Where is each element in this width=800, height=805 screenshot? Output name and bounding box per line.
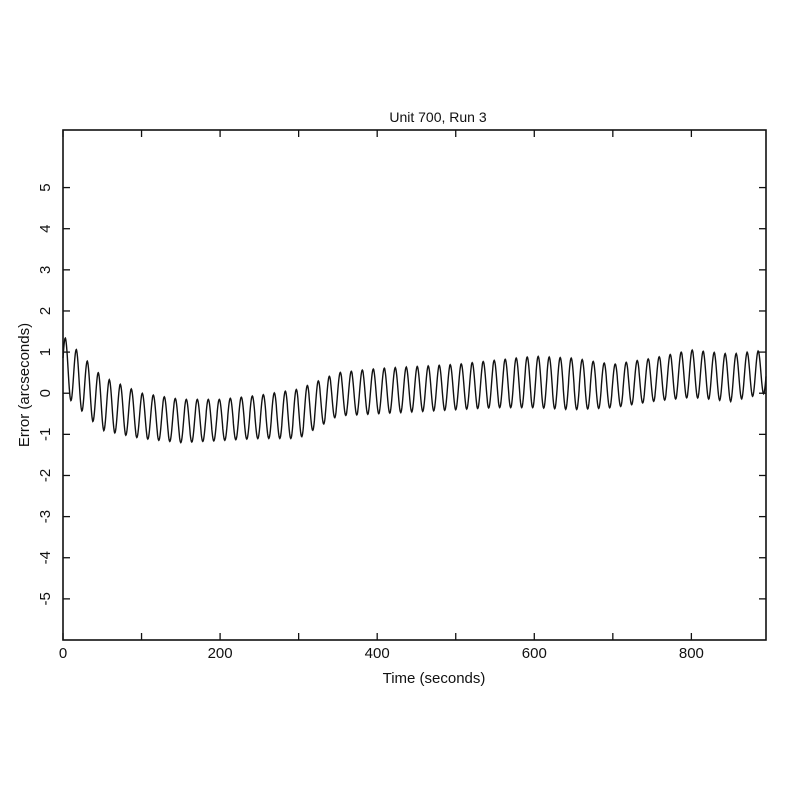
x-tick-label: 0: [59, 645, 67, 662]
y-tick-label: -4: [37, 551, 54, 564]
x-tick-label: 600: [522, 645, 547, 662]
x-tick-label: 200: [208, 645, 233, 662]
y-tick-label: -3: [37, 510, 54, 523]
x-tick-label: 800: [679, 645, 704, 662]
x-tick-label: 400: [365, 645, 390, 662]
y-tick-label: 2: [37, 307, 54, 315]
axes: 0 200 400 600 800 -5 -4 -3 -2 -1 0 1 2 3 4 5: [37, 129, 767, 662]
plot-frame: [62, 129, 767, 641]
y-tick-label: 5: [37, 183, 54, 191]
y-tick-label: 1: [37, 348, 54, 356]
series-line-error: [62, 336, 767, 444]
y-tick-label: 3: [37, 266, 54, 274]
y-tick-label: -1: [37, 428, 54, 441]
y-tick-label: 4: [37, 225, 54, 233]
chart-title: Unit 700, Run 3: [389, 109, 486, 125]
x-axis-label: Time (seconds): [383, 670, 486, 687]
y-tick-label: -5: [37, 592, 54, 605]
y-tick-label: -2: [37, 469, 54, 482]
y-tick-label: 0: [37, 389, 54, 397]
y-axis-label: Error (arcseconds): [16, 323, 33, 447]
